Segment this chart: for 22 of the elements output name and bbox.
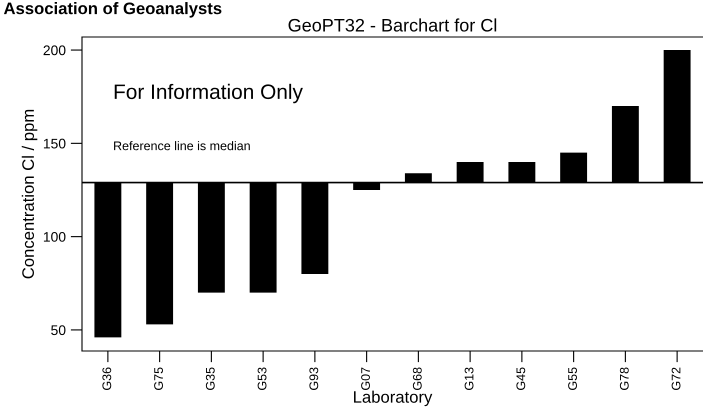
x-tick-label: G36 [102,368,112,390]
y-tick-label: 100 [44,232,66,242]
x-axis-title: Laboratory [354,390,432,406]
x-tick-label: G07 [361,368,370,390]
x-tick-label: G55 [568,367,577,390]
x-tick-label: G78 [620,368,629,390]
x-tick-label: G45 [516,367,526,390]
y-tick-label: 200 [44,45,66,56]
y-axis-title: Concentration Cl / ppm [22,110,38,278]
annotation: For Information Only [114,84,303,104]
chart-title: GeoPT32 - Barchart for Cl [288,18,496,32]
y-tick-label: 150 [44,138,66,149]
x-tick-label: G75 [154,367,163,390]
x-tick-label: G68 [412,368,422,390]
x-tick-label: G93 [309,368,318,390]
y-tick-label: 50 [51,325,66,336]
text: Association of Geoanalysts [4,2,222,18]
x-tick-label: G13 [464,368,474,390]
annotation: Reference line is median [114,141,250,150]
x-tick-label: G53 [258,368,266,390]
x-tick-label: G72 [672,368,680,390]
x-tick-label: G35 [206,367,215,390]
